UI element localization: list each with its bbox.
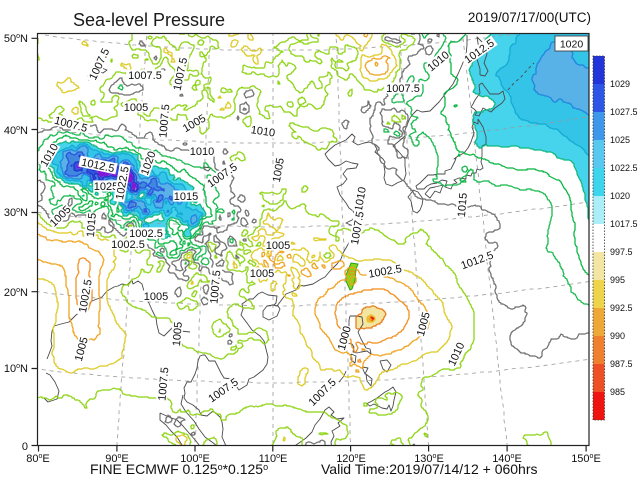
svg-text:20oN: 20oN (4, 287, 28, 299)
svg-text:FINE ECMWF 0.125o*0.125o: FINE ECMWF 0.125o*0.125o (90, 461, 268, 477)
svg-text:120oE: 120oE (336, 453, 366, 465)
svg-text:80oE: 80oE (26, 453, 50, 465)
svg-text:110oE: 110oE (259, 453, 288, 465)
svg-text:1002.5: 1002.5 (129, 228, 163, 240)
svg-text:1007.5: 1007.5 (386, 83, 420, 95)
svg-text:90oE: 90oE (105, 453, 129, 465)
svg-text:987.5: 987.5 (610, 359, 633, 369)
svg-text:140oE: 140oE (492, 453, 522, 465)
svg-text:0: 0 (22, 441, 28, 453)
svg-text:2019/07/17/00(UTC): 2019/07/17/00(UTC) (468, 10, 591, 25)
svg-text:1022.5: 1022.5 (610, 163, 638, 173)
svg-text:1007.5: 1007.5 (156, 367, 171, 402)
svg-text:1002.5: 1002.5 (368, 263, 403, 281)
svg-text:1005: 1005 (250, 268, 274, 280)
svg-text:1029: 1029 (610, 79, 630, 89)
svg-text:1015: 1015 (85, 212, 99, 237)
svg-text:1027.5: 1027.5 (610, 107, 638, 117)
svg-text:1022.5: 1022.5 (114, 166, 132, 201)
svg-text:1002.5: 1002.5 (111, 239, 145, 251)
svg-text:50oN: 50oN (4, 33, 28, 45)
svg-text:150oE: 150oE (571, 453, 601, 465)
svg-text:1005: 1005 (171, 321, 185, 346)
svg-text:1007.5: 1007.5 (208, 270, 223, 305)
svg-text:1020: 1020 (610, 191, 630, 201)
svg-text:1005: 1005 (124, 102, 148, 114)
svg-text:992.5: 992.5 (610, 303, 633, 313)
svg-text:1010: 1010 (190, 146, 214, 158)
svg-text:1020: 1020 (560, 39, 584, 51)
svg-text:100oE: 100oE (180, 453, 210, 465)
svg-text:130oE: 130oE (414, 453, 444, 465)
svg-text:1017.5: 1017.5 (610, 219, 638, 229)
svg-text:1010: 1010 (250, 124, 276, 139)
svg-text:985: 985 (610, 387, 625, 397)
svg-text:1025: 1025 (610, 135, 630, 145)
svg-text:Valid Time:2019/07/14/12 + 060: Valid Time:2019/07/14/12 + 060hrs (321, 461, 538, 477)
svg-text:995: 995 (610, 275, 625, 285)
svg-text:40oN: 40oN (4, 125, 28, 137)
svg-text:1007.5: 1007.5 (157, 104, 172, 139)
svg-text:1007.5: 1007.5 (128, 70, 162, 82)
svg-text:10oN: 10oN (4, 363, 28, 375)
svg-text:30oN: 30oN (4, 207, 28, 219)
svg-text:997.5: 997.5 (610, 247, 633, 257)
svg-text:1007.5: 1007.5 (349, 211, 367, 246)
svg-text:Sea-level Pressure: Sea-level Pressure (73, 10, 225, 30)
svg-text:1015: 1015 (174, 191, 198, 203)
svg-text:1025: 1025 (94, 181, 118, 193)
svg-text:1010: 1010 (353, 186, 369, 212)
svg-text:1002.5: 1002.5 (77, 279, 95, 314)
svg-text:1015: 1015 (456, 192, 470, 217)
svg-text:1005: 1005 (144, 291, 168, 303)
svg-text:1005: 1005 (266, 240, 290, 252)
svg-text:1005: 1005 (271, 157, 287, 183)
svg-text:990: 990 (610, 331, 625, 341)
